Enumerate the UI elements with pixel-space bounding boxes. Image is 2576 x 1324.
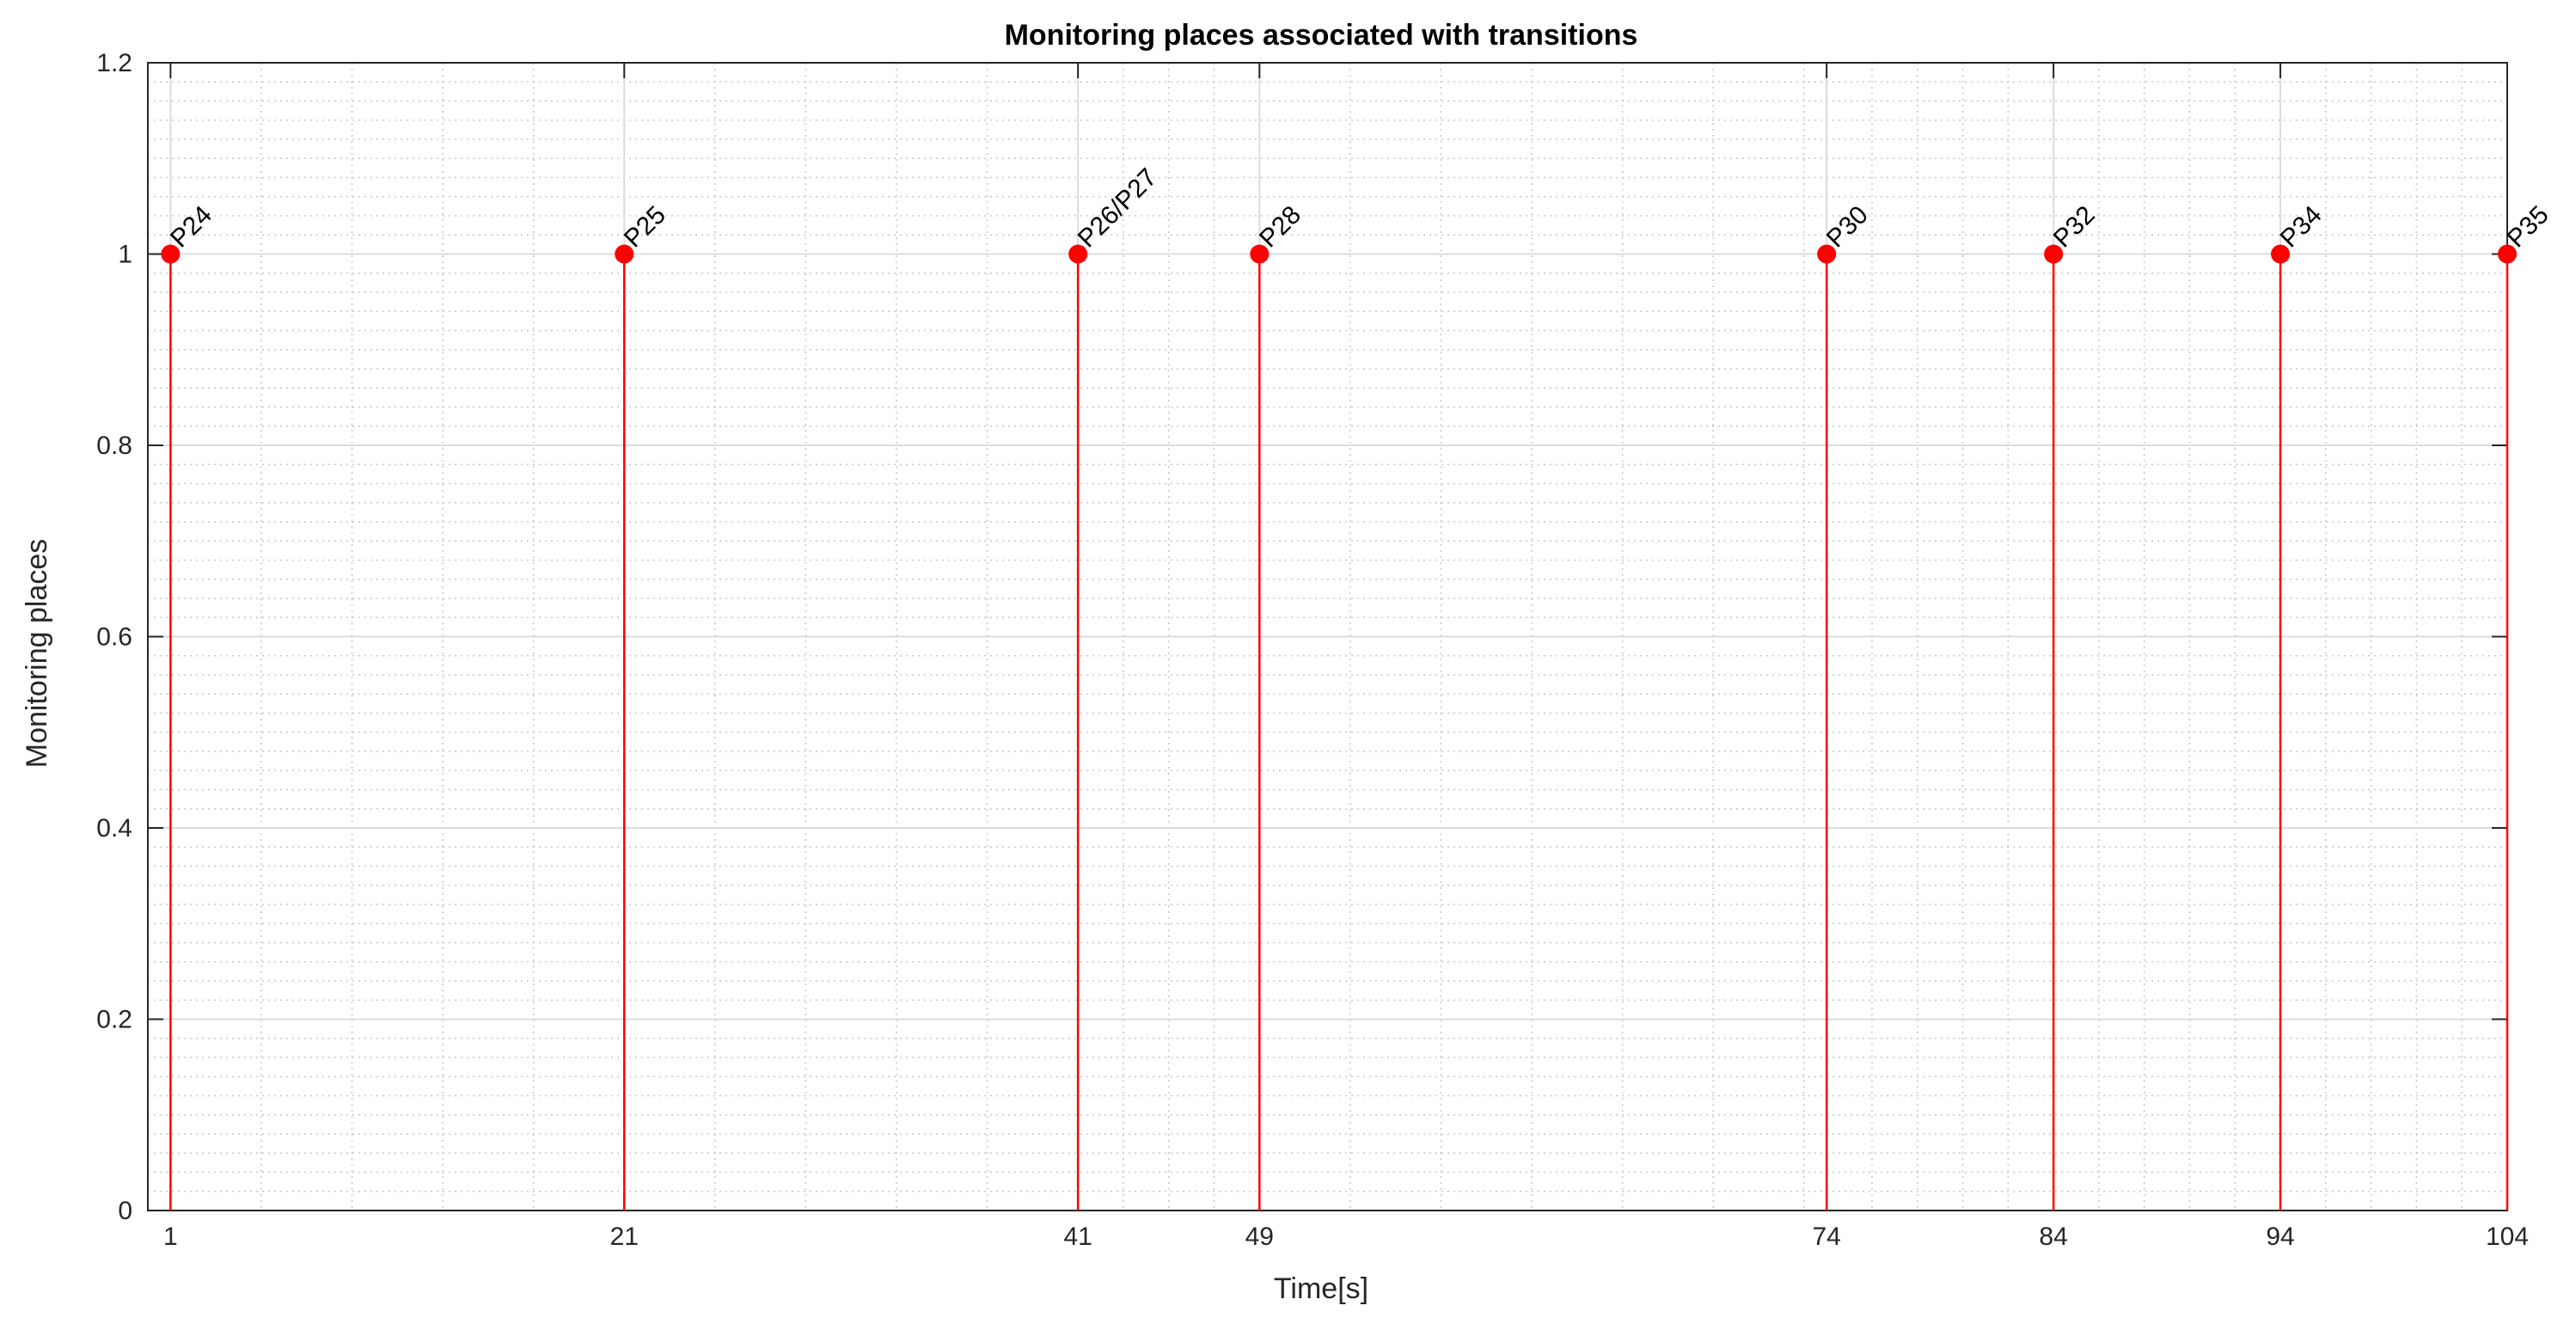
- x-axis-label: Time[s]: [1274, 1272, 1368, 1305]
- stem-marker: [1817, 244, 1837, 264]
- y-tick-label: 1: [118, 241, 132, 269]
- x-tick-label: 74: [1812, 1223, 1840, 1251]
- stem-marker: [2498, 244, 2517, 264]
- chart-title: Monitoring places associated with transi…: [1005, 19, 1638, 52]
- x-tick-label: 1: [163, 1223, 178, 1251]
- stem-marker: [2271, 244, 2291, 264]
- x-tick-label: 94: [2266, 1223, 2294, 1251]
- y-tick-label: 0: [118, 1197, 132, 1225]
- y-axis-label: Monitoring places: [21, 539, 53, 768]
- y-tick-label: 1.2: [96, 49, 132, 77]
- x-tick-label: 49: [1245, 1223, 1274, 1251]
- x-tick-label: 41: [1063, 1223, 1092, 1251]
- y-tick-label: 0.6: [96, 623, 132, 652]
- x-tick-label: 84: [2039, 1223, 2067, 1251]
- stem-marker: [1250, 244, 1270, 264]
- x-tick-label: 104: [2486, 1223, 2529, 1251]
- stem-marker: [161, 244, 181, 264]
- stem-marker: [2044, 244, 2064, 264]
- y-tick-label: 0.4: [96, 814, 132, 843]
- y-tick-label: 0.8: [96, 432, 132, 460]
- x-tick-label: 21: [610, 1223, 639, 1251]
- stem-marker: [1068, 244, 1088, 264]
- y-tick-label: 0.2: [96, 1006, 132, 1034]
- stem-marker: [615, 244, 634, 264]
